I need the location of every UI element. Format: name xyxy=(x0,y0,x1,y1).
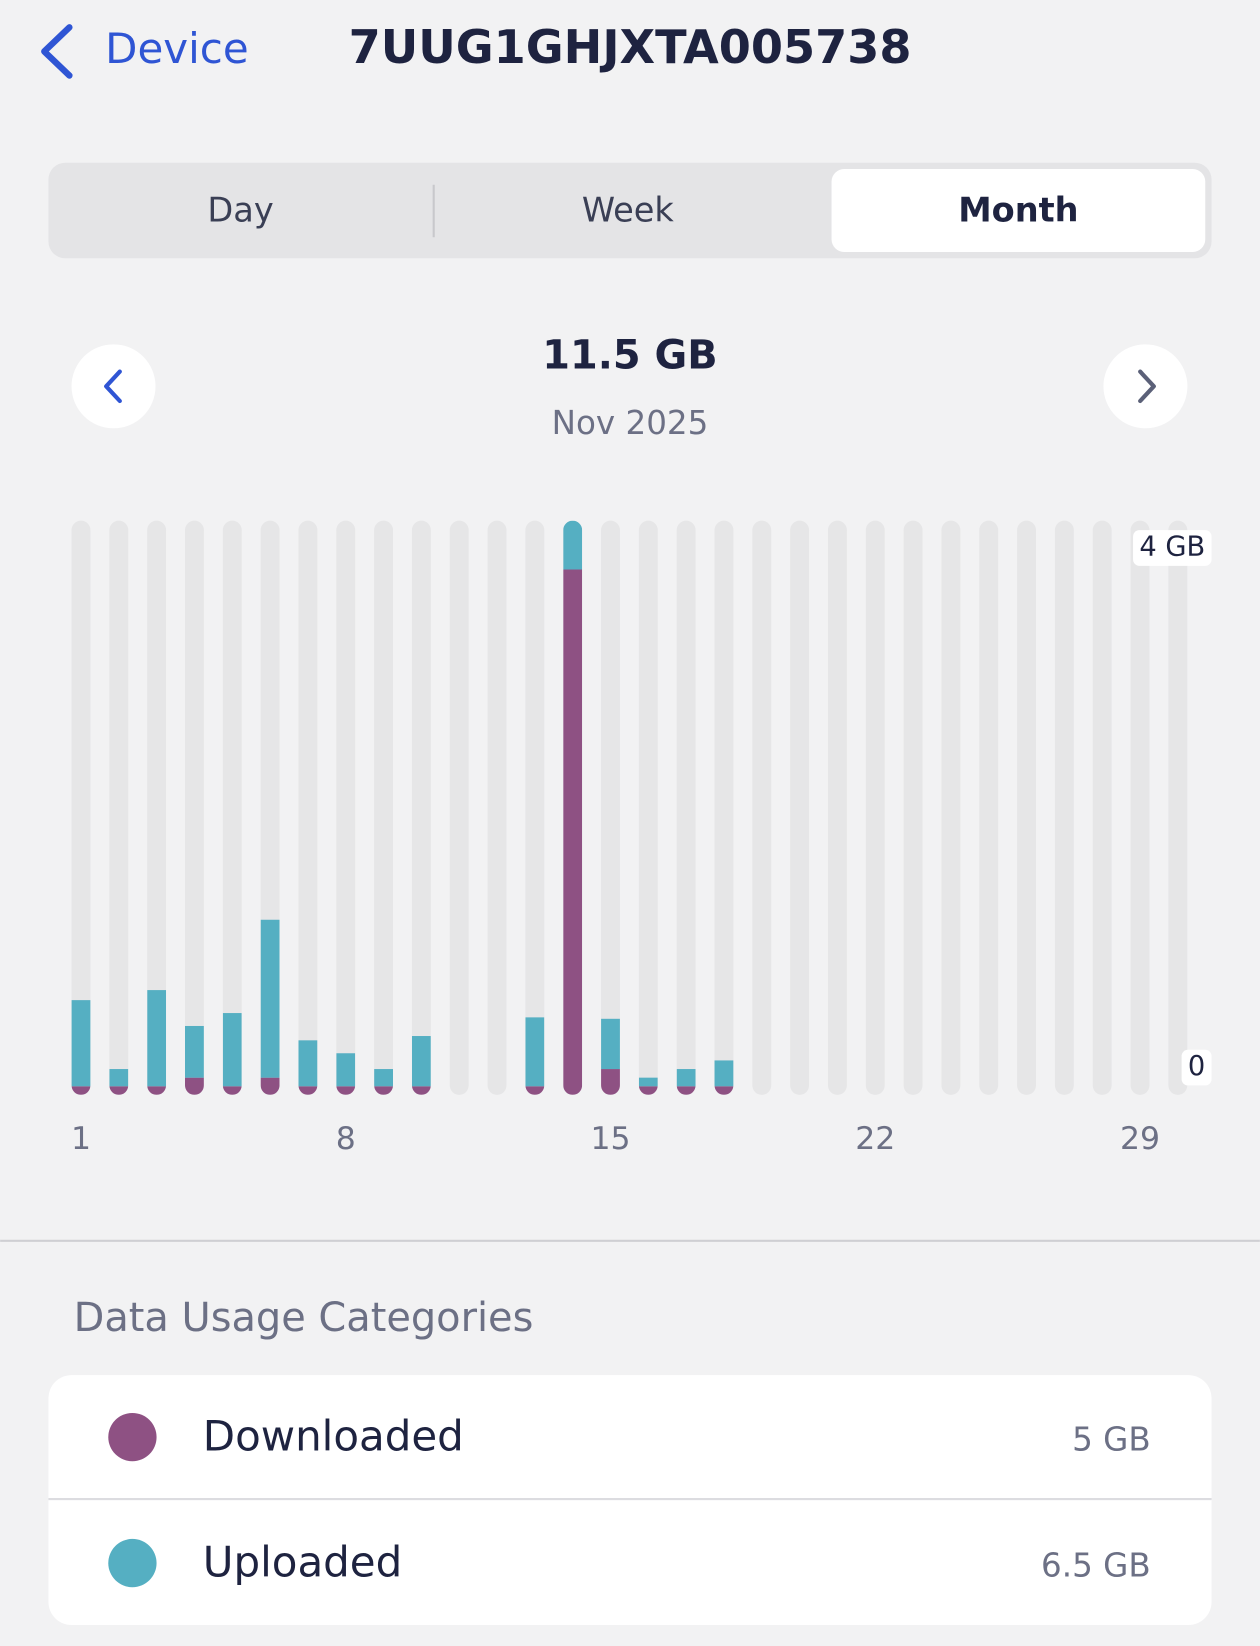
tab[interactable]: Month xyxy=(958,191,1078,230)
bar-segment xyxy=(714,1086,734,1095)
bar-track xyxy=(147,520,167,1095)
bar-segment xyxy=(374,1069,394,1087)
bar-segment xyxy=(147,1086,167,1095)
back-label[interactable]: Device xyxy=(105,24,249,73)
bar-track xyxy=(109,520,129,1095)
bar-track xyxy=(1130,520,1150,1095)
section-title: Data Usage Categories xyxy=(74,1295,534,1341)
bar-segment xyxy=(601,1018,620,1070)
bar-track xyxy=(1017,520,1036,1095)
bar-track xyxy=(449,520,469,1095)
bar-segment xyxy=(109,1069,129,1087)
bar-segment xyxy=(411,1086,431,1095)
bar-track xyxy=(676,520,696,1095)
bar-track xyxy=(185,520,204,1095)
bar-segment xyxy=(222,1086,242,1095)
bar-segment xyxy=(638,1077,658,1087)
back-chevron[interactable] xyxy=(41,24,73,79)
bar-segment xyxy=(336,1086,356,1095)
bar-segment xyxy=(563,520,583,570)
bar-track xyxy=(374,520,394,1095)
bar-track xyxy=(790,520,810,1095)
bar-segment xyxy=(185,1077,204,1095)
bar-segment xyxy=(298,1086,318,1095)
next-button[interactable] xyxy=(1103,344,1188,429)
legend-total: 6.5 GB xyxy=(1041,1546,1151,1584)
legend-name: Uploaded xyxy=(203,1538,403,1587)
bar-track xyxy=(1092,520,1112,1095)
chart: 1 8 15 22 29 0 4 GB xyxy=(71,520,1212,1157)
bar-segment xyxy=(676,1086,696,1095)
bar-track xyxy=(1054,520,1074,1095)
bar-track xyxy=(336,520,356,1095)
bar-segment xyxy=(601,1069,620,1095)
bar-track xyxy=(903,520,923,1095)
bar-track xyxy=(411,520,431,1095)
bar-segment xyxy=(638,1086,658,1095)
bar-track xyxy=(222,520,242,1095)
y-tick-bg xyxy=(1181,1049,1212,1086)
y-tick: 0 xyxy=(1181,1049,1212,1086)
bar-track xyxy=(1168,520,1188,1095)
bar-segment xyxy=(71,1000,91,1087)
tab-selected-bg[interactable] xyxy=(831,169,1206,252)
next-chevron[interactable] xyxy=(1138,369,1156,404)
tab[interactable]: Day xyxy=(207,191,273,230)
x-tick-label: 15 xyxy=(590,1121,630,1157)
bar-segment xyxy=(260,1077,280,1095)
bar-track xyxy=(487,520,507,1095)
bar-track xyxy=(714,520,734,1095)
bar-track xyxy=(71,520,91,1095)
bar-track xyxy=(638,520,658,1095)
y-tick-label: 0 xyxy=(1188,1051,1205,1082)
bar-segment xyxy=(185,1025,204,1078)
bar-segment xyxy=(676,1069,696,1087)
legend-dot xyxy=(108,1538,157,1588)
bar-segment xyxy=(260,919,280,1078)
bar-track xyxy=(979,520,999,1095)
legend-dot xyxy=(108,1412,157,1462)
bar-segment xyxy=(714,1060,734,1087)
bar-track xyxy=(601,520,620,1095)
bar-segment xyxy=(71,1086,91,1095)
bar-track xyxy=(941,520,961,1095)
bar-segment xyxy=(525,1017,545,1087)
bar-segment xyxy=(563,569,583,1095)
bar-track xyxy=(525,520,545,1095)
bar-segment xyxy=(147,990,167,1087)
back-button[interactable]: Device xyxy=(41,24,249,79)
total-usage: 11.5 GB xyxy=(542,332,717,378)
tab[interactable]: Week xyxy=(582,191,675,230)
bar-segment xyxy=(222,1013,242,1087)
device-title: 7UUG1GHJXTA005738 xyxy=(349,20,912,74)
bar-segment xyxy=(374,1086,394,1095)
bar-track xyxy=(752,520,772,1095)
y-tick-bg xyxy=(1133,530,1212,566)
x-tick-label: 29 xyxy=(1120,1121,1160,1157)
bar-segment xyxy=(411,1036,431,1087)
prev-chevron[interactable] xyxy=(104,369,122,404)
bar-segment xyxy=(336,1053,356,1087)
bar-track xyxy=(865,520,885,1095)
prev-button[interactable] xyxy=(71,344,156,429)
bar-track xyxy=(827,520,847,1095)
y-tick-label: 4 GB xyxy=(1139,531,1205,562)
next-circle[interactable] xyxy=(1103,344,1188,429)
prev-circle[interactable] xyxy=(71,344,156,429)
bar-segment xyxy=(525,1086,545,1095)
y-tick: 4 GB xyxy=(1133,530,1212,566)
period: Nov 2025 xyxy=(552,404,709,442)
bar-segment xyxy=(109,1086,129,1095)
x-tick-label: 8 xyxy=(336,1121,356,1157)
x-tick-label: 22 xyxy=(855,1121,895,1157)
bar-track xyxy=(298,520,318,1095)
legend-total: 5 GB xyxy=(1072,1420,1151,1458)
legend-name: Downloaded xyxy=(203,1412,464,1461)
x-tick-label: 1 xyxy=(71,1121,91,1157)
bar-segment xyxy=(298,1040,318,1087)
